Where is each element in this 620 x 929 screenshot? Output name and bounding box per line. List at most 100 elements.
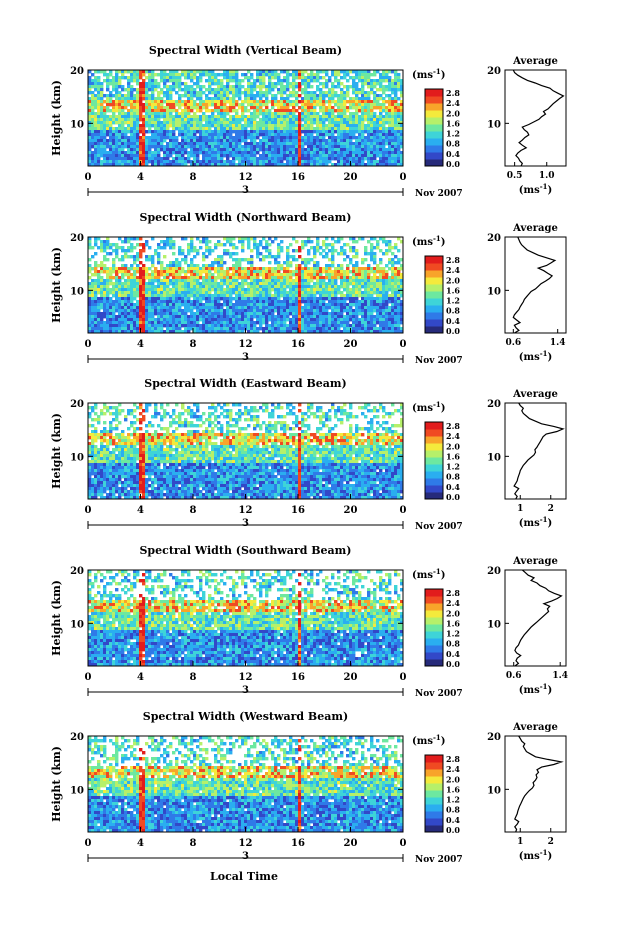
x-tick-label: 4	[137, 838, 144, 849]
x-tick-label: 8	[190, 172, 197, 183]
colorbar-tick-label: 2.0	[446, 441, 460, 451]
average-profile: Average 10 20 0.6 1.4(ms-1)	[487, 223, 567, 363]
month-label: Nov 2007	[415, 522, 463, 532]
heatmap-field	[88, 736, 404, 833]
profile-x-tick-label: 0.6	[505, 338, 521, 348]
colorbar-tick-label: 2.4	[446, 98, 460, 108]
colorbar: (ms-1)2.82.42.01.61.20.80.40.0	[412, 234, 460, 336]
colorbar-tick-label: 0.8	[446, 306, 460, 316]
x-tick-label: 4	[137, 172, 144, 183]
profile-x-tick-label: 2	[548, 837, 554, 847]
colorbar-tick-label: 1.6	[446, 118, 460, 128]
x-tick-label: 4	[137, 505, 144, 516]
colorbar-tick-label: 2.0	[446, 108, 460, 118]
y-tick-label: 20	[70, 566, 84, 577]
x-tick-label: 8	[190, 672, 197, 683]
profile-unit: (ms-1)	[519, 182, 552, 196]
colorbar-unit: (ms-1)	[412, 67, 445, 81]
y-axis-label: Height (km)	[50, 80, 63, 156]
profile-x-tick-label: 1	[517, 504, 523, 514]
x-tick-label: 20	[344, 172, 358, 183]
panel: Spectral Width (Vertical Beam) 10 20 Height…	[50, 44, 567, 199]
colorbar-tick-label: 0.0	[446, 159, 460, 169]
x-tick-label: 12	[239, 339, 253, 350]
colorbar-tick-label: 0.0	[446, 492, 460, 502]
day-label: 3	[242, 851, 249, 862]
colorbar-tick-label: 1.6	[446, 784, 460, 794]
profile-title: Average	[512, 722, 558, 733]
profile-x-tick-label: 0.5	[507, 171, 523, 181]
y-axis-label: Height (km)	[50, 746, 63, 822]
colorbar-tick-label: 0.4	[446, 482, 460, 492]
x-tick-label: 0	[85, 672, 92, 683]
x-tick-label: 20	[344, 339, 358, 350]
profile-y-tick-label: 10	[487, 619, 501, 630]
x-tick-label: 8	[190, 339, 197, 350]
profile-y-tick-label: 10	[487, 785, 501, 796]
profile-title: Average	[512, 556, 558, 567]
heatmap-field	[88, 570, 404, 667]
colorbar-tick-label: 1.6	[446, 618, 460, 628]
x-tick-label: 12	[239, 172, 253, 183]
colorbar-tick-label: 2.8	[446, 88, 460, 98]
profile-line	[512, 69, 565, 167]
x-tick-label: 8	[190, 838, 197, 849]
profile-unit: (ms-1)	[519, 349, 552, 363]
panel: Spectral Width (Westward Beam)1020Height…	[50, 710, 567, 865]
profile-y-tick-label: 20	[487, 66, 501, 77]
colorbar-tick-label: 0.8	[446, 472, 460, 482]
colorbar-unit: (ms-1)	[412, 733, 445, 747]
colorbar-tick-label: 0.4	[446, 149, 460, 159]
colorbar-tick-label: 2.8	[446, 754, 460, 764]
colorbar-tick-label: 0.4	[446, 316, 460, 326]
profile-line	[513, 402, 565, 500]
colorbar-tick-label: 0.0	[446, 825, 460, 835]
colorbar-tick-label: 2.0	[446, 275, 460, 285]
day-label: 3	[242, 185, 249, 196]
y-tick-label: 20	[70, 399, 84, 410]
profile-title: Average	[512, 223, 558, 234]
average-profile: Average 10 20 0.5 1.0(ms-1)	[487, 56, 567, 196]
colorbar-tick-label: 2.4	[446, 431, 460, 441]
y-tick-label: 20	[70, 732, 84, 743]
month-label: Nov 2007	[415, 356, 463, 366]
colorbar-tick-label: 2.8	[446, 421, 460, 431]
profile-x-tick-label: 2	[548, 504, 554, 514]
y-tick-label: 10	[70, 785, 84, 796]
colorbar-tick-label: 1.2	[446, 795, 460, 805]
profile-line	[512, 236, 557, 334]
x-tick-label: 16	[291, 838, 305, 849]
y-tick-label: 10	[70, 619, 84, 630]
day-label: 3	[242, 685, 249, 696]
heatmap-field	[88, 70, 404, 167]
colorbar-tick-label: 2.4	[446, 598, 460, 608]
y-tick-label: 10	[70, 286, 84, 297]
profile-unit: (ms-1)	[519, 848, 552, 862]
x-tick-label: 0	[85, 838, 92, 849]
x-tick-label: 0	[400, 172, 407, 183]
profile-title: Average	[512, 56, 558, 67]
profile-y-tick-label: 10	[487, 119, 501, 130]
x-tick-label: 20	[344, 838, 358, 849]
y-tick-label: 20	[70, 66, 84, 77]
y-axis-label: Height (km)	[50, 413, 63, 489]
x-tick-label: 4	[137, 339, 144, 350]
colorbar-tick-label: 2.0	[446, 774, 460, 784]
colorbar-tick-label: 0.8	[446, 139, 460, 149]
profile-line	[514, 569, 563, 667]
colorbar-unit: (ms-1)	[412, 567, 445, 581]
profile-x-tick-label: 1.4	[552, 671, 568, 681]
x-tick-label: 0	[400, 505, 407, 516]
profile-y-tick-label: 20	[487, 732, 501, 743]
panel: Spectral Width (Southward Beam) 10 20 Heigh…	[50, 544, 568, 699]
colorbar-tick-label: 1.2	[446, 629, 460, 639]
month-label: Nov 2007	[415, 189, 463, 199]
colorbar-tick-label: 1.2	[446, 462, 460, 472]
y-tick-label: 20	[70, 233, 84, 244]
x-tick-label: 12	[239, 838, 253, 849]
profile-y-tick-label: 20	[487, 233, 501, 244]
colorbar: (ms-1)2.82.42.01.61.20.80.40.0	[412, 67, 460, 169]
profile-title: Average	[512, 389, 558, 400]
profile-x-tick-label: 1.4	[550, 338, 566, 348]
profile-y-tick-label: 20	[487, 399, 501, 410]
